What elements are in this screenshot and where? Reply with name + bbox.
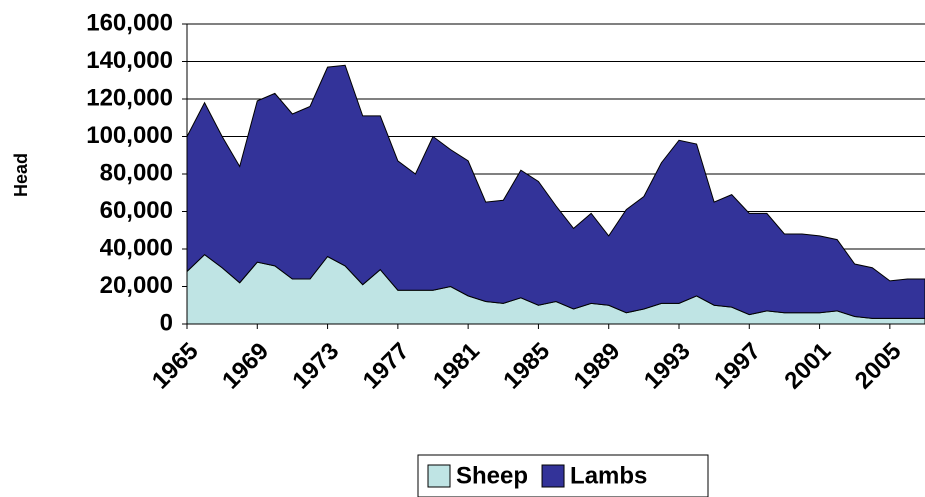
y-tick-label: 80,000 xyxy=(100,159,173,186)
legend-swatch xyxy=(541,464,565,488)
y-axis-label: Head xyxy=(11,153,31,197)
x-tick-label: 1993 xyxy=(639,338,696,395)
x-tick-label: 1965 xyxy=(147,338,204,395)
x-tick-label: 2001 xyxy=(779,338,836,395)
x-tick-label: 1973 xyxy=(287,338,344,395)
x-tick-label: 1969 xyxy=(217,338,274,395)
y-tick-label: 100,000 xyxy=(86,122,173,149)
legend-label: Lambs xyxy=(570,462,647,489)
y-tick-label: 0 xyxy=(160,309,173,336)
area xyxy=(186,64,925,319)
x-tick-label: 1989 xyxy=(569,338,626,395)
x-tick-label: 1981 xyxy=(428,338,485,395)
x-tick-label: 1985 xyxy=(498,338,555,395)
y-tick-label: 160,000 xyxy=(86,9,173,36)
y-tick-label: 60,000 xyxy=(100,197,173,224)
y-tick-label: 20,000 xyxy=(100,272,173,299)
x-tick-label: 1977 xyxy=(358,338,415,395)
legend-swatch xyxy=(427,464,451,488)
x-tick-label: 2005 xyxy=(850,338,907,395)
y-tick-label: 40,000 xyxy=(100,234,173,261)
legend-label: Sheep xyxy=(456,462,528,489)
y-tick-label: 140,000 xyxy=(86,47,173,74)
y-tick-label: 120,000 xyxy=(86,84,173,111)
x-tick-label: 1997 xyxy=(709,338,766,395)
